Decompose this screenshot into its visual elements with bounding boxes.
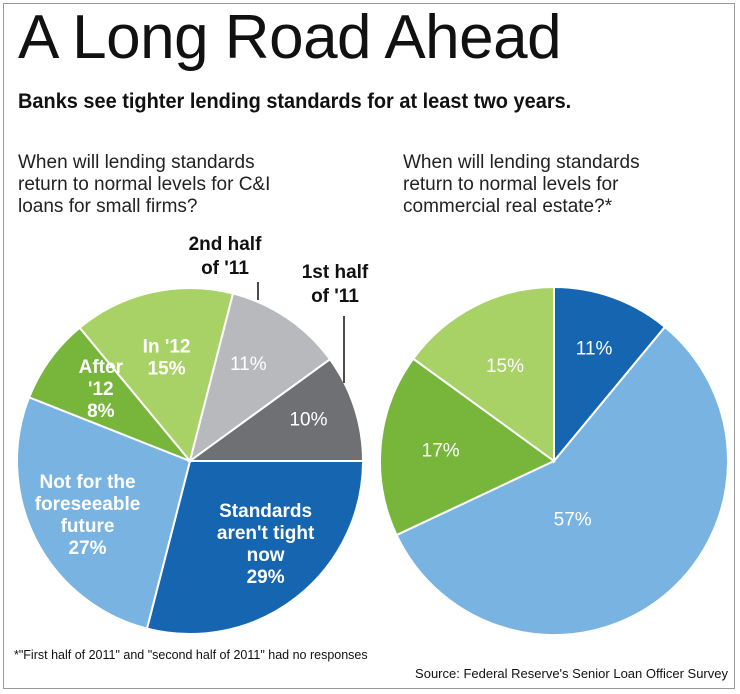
page-subtitle: Banks see tighter lending standards for … xyxy=(18,90,572,113)
pie-2 xyxy=(379,285,729,636)
pie1-slice-standards-aren-t-tight-now xyxy=(145,460,365,635)
pie1-outside-label: of '11 xyxy=(201,258,249,279)
pie1-value-label: 10% xyxy=(289,410,327,431)
pie2-question-line: return to normal levels for xyxy=(403,174,619,195)
chart-frame xyxy=(3,3,735,689)
pie2-value-label: 57% xyxy=(554,510,592,531)
pie1-slice-label: aren't tight xyxy=(217,523,315,544)
pie1-value-label: 27% xyxy=(68,538,106,559)
pie2-question-line: commercial real estate?* xyxy=(403,196,613,217)
pie1-slice-label: In '12 xyxy=(143,336,191,357)
pie2-slice-slice-3 xyxy=(553,285,667,464)
pie1-outside-label: 2nd half xyxy=(189,234,263,255)
pie1-slice-2nd-half-of-11 xyxy=(188,292,332,464)
pie2-slice-slice-1 xyxy=(379,357,556,537)
pie1-value-label: 29% xyxy=(247,567,285,588)
pie2-value-label: 15% xyxy=(486,356,524,377)
pie1-slice-label: After xyxy=(79,357,124,378)
pie1-slice-not-for-the-foreseeable-future xyxy=(16,396,192,630)
pie1-question-line: loans for small firms? xyxy=(18,196,198,217)
pie1-value-label: 8% xyxy=(87,401,115,422)
pie1-outside-label: 1st half xyxy=(302,262,369,283)
pie1-slice-label: future xyxy=(61,516,115,537)
pie1-slice-label: foreseeable xyxy=(35,494,141,515)
pie2-value-label: 17% xyxy=(422,441,460,462)
pie2-slice-slice-0 xyxy=(395,325,729,636)
pie-1 xyxy=(16,287,365,635)
pie1-slice-in-12 xyxy=(78,287,235,464)
pie1-question-line: return to normal levels for C&I xyxy=(18,174,271,195)
pie1-question: When will lending standards return to no… xyxy=(18,152,348,218)
pie2-question-line: When will lending standards xyxy=(403,152,640,173)
pie1-slice-label: Not for the xyxy=(39,472,135,493)
pie1-question-line: When will lending standards xyxy=(18,152,255,173)
pie1-value-label: 11% xyxy=(230,354,267,375)
page-title: A Long Road Ahead xyxy=(18,3,562,72)
pie1-outside-label: of '11 xyxy=(311,286,359,307)
pie2-value-label: 11% xyxy=(576,339,613,360)
footnote: *"First half of 2011" and "second half o… xyxy=(14,648,368,662)
pie1-value-label: 15% xyxy=(148,358,186,379)
pie1-slice-1st-half-of-11 xyxy=(186,357,365,462)
pie2-question: When will lending standards return to no… xyxy=(403,152,723,218)
pie1-slice-label: '12 xyxy=(88,379,114,400)
pie1-slice-label: now xyxy=(247,545,285,566)
pie1-slice-label: Standards xyxy=(219,501,312,522)
pie2-slice-slice-2 xyxy=(411,285,555,463)
source-note: Source: Federal Reserve's Senior Loan Of… xyxy=(415,666,728,681)
